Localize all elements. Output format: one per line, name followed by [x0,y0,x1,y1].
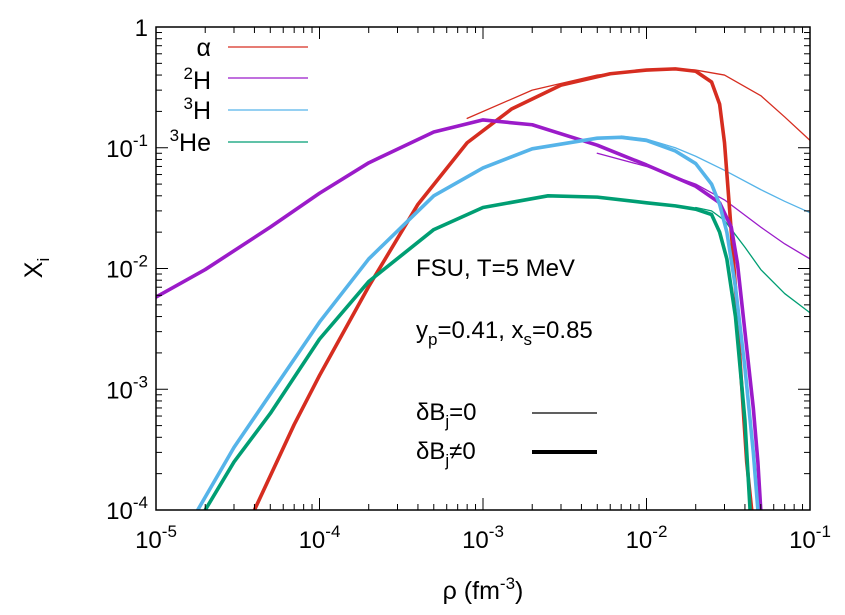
x-tick-label: 10-4 [299,522,341,554]
y-tick-label: 10-3 [106,372,148,404]
legend-item-3H: 3H [183,94,308,125]
legend-item-2H: 2H [183,64,308,95]
series-3He-dBne [203,194,752,510]
y-axis-label: Xi [20,258,53,278]
legend: α 2H 3H 3He [170,34,308,157]
series-3H-dBne [195,135,760,510]
y-tick-label: 10-4 [106,493,148,525]
x-tick-label: 10-3 [462,522,504,554]
legend-label-2H: 2H [183,64,211,95]
legend-item-3He: 3He [170,126,308,157]
x-tick-label: 10-5 [135,522,177,554]
style-legend-thin: δBj=0 [416,399,597,431]
series-3He-dB0 [695,206,810,314]
style-label-thin: δBj=0 [416,399,477,431]
ticks-layer: 10-5 10-4 10-3 10-2 10-110-410-310-210-11 [106,15,831,554]
model-annotation: FSU, T=5 MeV [416,255,575,282]
y-tick-label: 10-2 [106,252,148,284]
style-label-thick: δBj≠0 [416,438,476,470]
legend-item-alpha: α [197,34,308,62]
style-legend: δBj=0 δBj≠0 [416,399,597,470]
params-annotation: yp=0.41, xs=0.85 [416,317,593,349]
legend-label-3He: 3He [170,126,211,157]
legend-label-alpha: α [197,34,211,62]
series-layer [156,67,810,510]
series-2H-dBne [156,118,763,510]
y-tick-label: 10-1 [106,131,148,163]
x-tick-label: 10-1 [789,522,831,554]
legend-label-3H: 3H [183,94,211,125]
x-tick-label: 10-2 [626,522,668,554]
y-tick-label: 1 [135,15,148,42]
x-axis-label: ρ (fm-3) [443,574,524,605]
style-legend-thick: δBj≠0 [416,438,597,470]
